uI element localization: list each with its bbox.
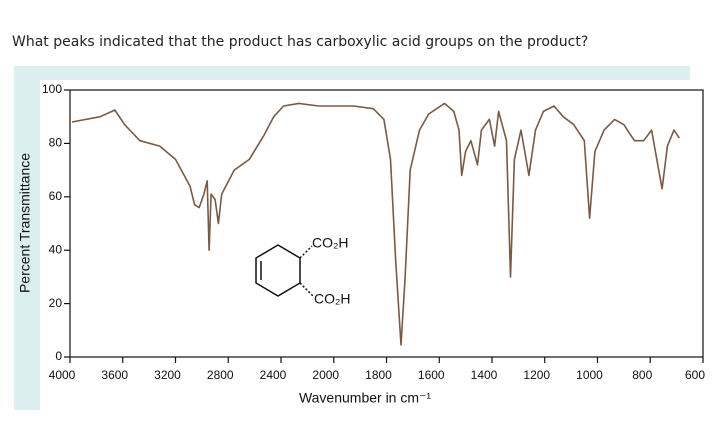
y-axis-title: Percent Transmittance [17,153,33,293]
structure [255,244,314,297]
x-tick-label: 4000 [49,368,76,382]
x-tick-label: 3600 [101,368,128,382]
spectrum-line [71,102,680,346]
x-tick-label: 1200 [523,368,550,382]
x-tick-label: 800 [632,368,652,382]
y-tick-label: 100 [42,82,62,96]
dashed-bond [299,282,314,297]
x-tick-label: 2000 [312,368,339,382]
x-tick-label: 1600 [418,368,445,382]
x-tick-label: 1400 [471,368,498,382]
y-tick-label: 20 [49,296,63,310]
substituent-label: CO₂H [312,235,349,251]
x-axis-title: Wavenumber in cm⁻¹ [299,390,431,406]
x-tick-label: 600 [685,368,705,382]
x-tick-label: 2400 [260,368,287,382]
x-tick-label: 3200 [154,368,181,382]
x-tick-label: 1800 [365,368,392,382]
question: What peaks indicated that the product ha… [12,34,589,50]
substituent-label: CO₂H [314,291,351,307]
plot-background [40,80,690,410]
y-tick-label: 0 [55,349,62,363]
x-tick-label: 2800 [207,368,234,382]
y-tick-label: 60 [49,189,63,203]
x-tick-label: 1000 [576,368,603,382]
y-tick-label: 40 [49,242,63,256]
dashed-bond [299,245,313,259]
y-tick-label: 80 [49,136,63,150]
